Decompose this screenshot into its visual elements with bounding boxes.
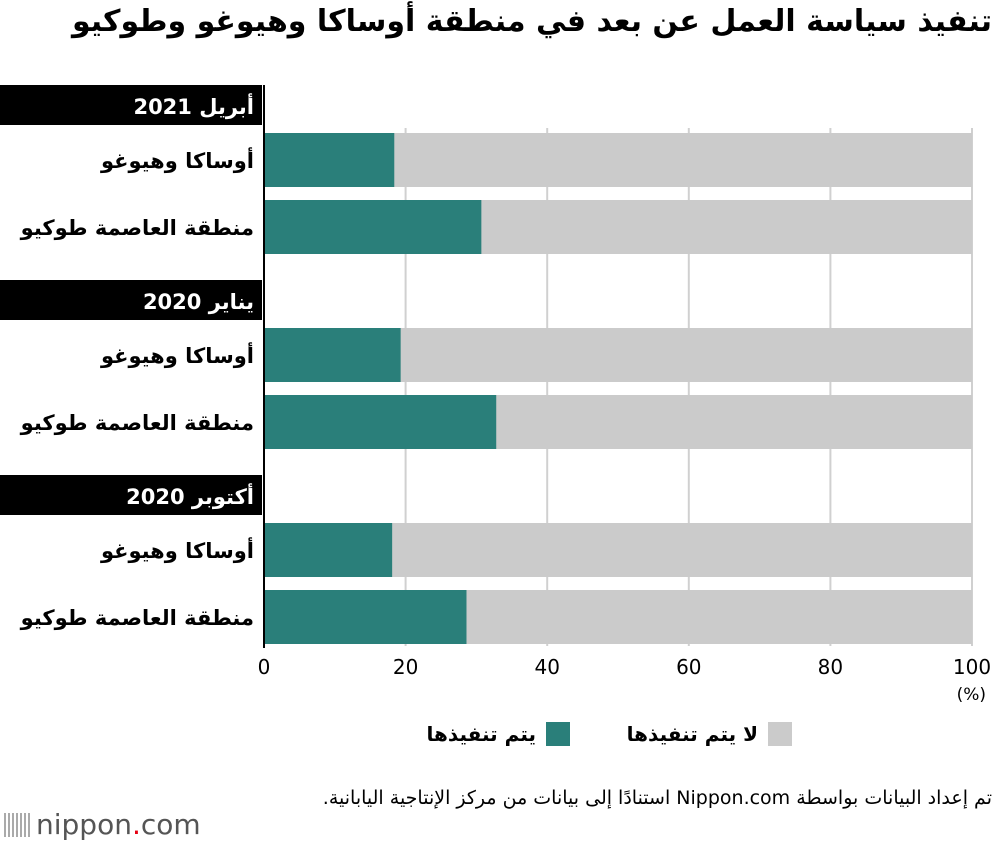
group-header-label: يناير 2020 xyxy=(143,290,254,314)
category-label: أوساكا وهيوغو xyxy=(100,146,254,173)
logo-suffix: com xyxy=(140,808,201,841)
x-axis-unit: (%) xyxy=(957,685,986,705)
bar-implemented xyxy=(264,590,467,644)
bar-implemented xyxy=(264,523,393,577)
group-header-label: أكتوبر 2020 xyxy=(126,482,254,509)
bar-implemented xyxy=(264,395,497,449)
legend-label-implemented: يتم تنفيذها xyxy=(426,722,536,746)
source-note: تم إعداد البيانات بواسطة Nippon.com استن… xyxy=(322,787,992,809)
x-tick-label: 60 xyxy=(676,655,701,679)
logo-mark-icon xyxy=(4,812,30,837)
x-tick-label: 0 xyxy=(258,655,271,679)
legend-swatch-not-implemented xyxy=(768,722,792,746)
bar-implemented xyxy=(264,328,401,382)
group-header-label: أبريل 2021 xyxy=(133,92,254,119)
x-tick-label: 20 xyxy=(393,655,418,679)
x-tick-label: 100 xyxy=(953,655,991,679)
group-header xyxy=(0,475,262,515)
bar-implemented xyxy=(264,200,482,254)
group-header xyxy=(0,280,262,320)
x-tick-label: 80 xyxy=(818,655,843,679)
category-label: منطقة العاصمة طوكيو xyxy=(20,411,254,435)
bar-implemented xyxy=(264,133,395,187)
category-label: منطقة العاصمة طوكيو xyxy=(20,606,254,630)
nippon-logo: nippon. com xyxy=(4,808,201,841)
legend-item-implemented: يتم تنفيذها xyxy=(427,722,570,746)
group-header xyxy=(0,85,262,125)
category-label: أوساكا وهيوغو xyxy=(100,341,254,368)
legend-label-not-implemented: لا يتم تنفيذها xyxy=(626,722,758,746)
legend-item-not-implemented: لا يتم تنفيذها xyxy=(627,722,792,746)
logo-dot: . xyxy=(131,808,141,841)
bar-chart: 0 20 40 60 80 100 (%) أبريل 2021 أوساكا وهيوغو من… xyxy=(0,85,991,705)
legend-swatch-implemented xyxy=(546,722,570,746)
chart-title: تنفيذ سياسة العمل عن بعد في منطقة أوساكا… xyxy=(71,4,992,39)
category-label: منطقة العاصمة طوكيو xyxy=(20,216,254,240)
logo-name: nippon xyxy=(36,808,132,841)
x-tick-label: 40 xyxy=(534,655,559,679)
category-label: أوساكا وهيوغو xyxy=(100,536,254,563)
